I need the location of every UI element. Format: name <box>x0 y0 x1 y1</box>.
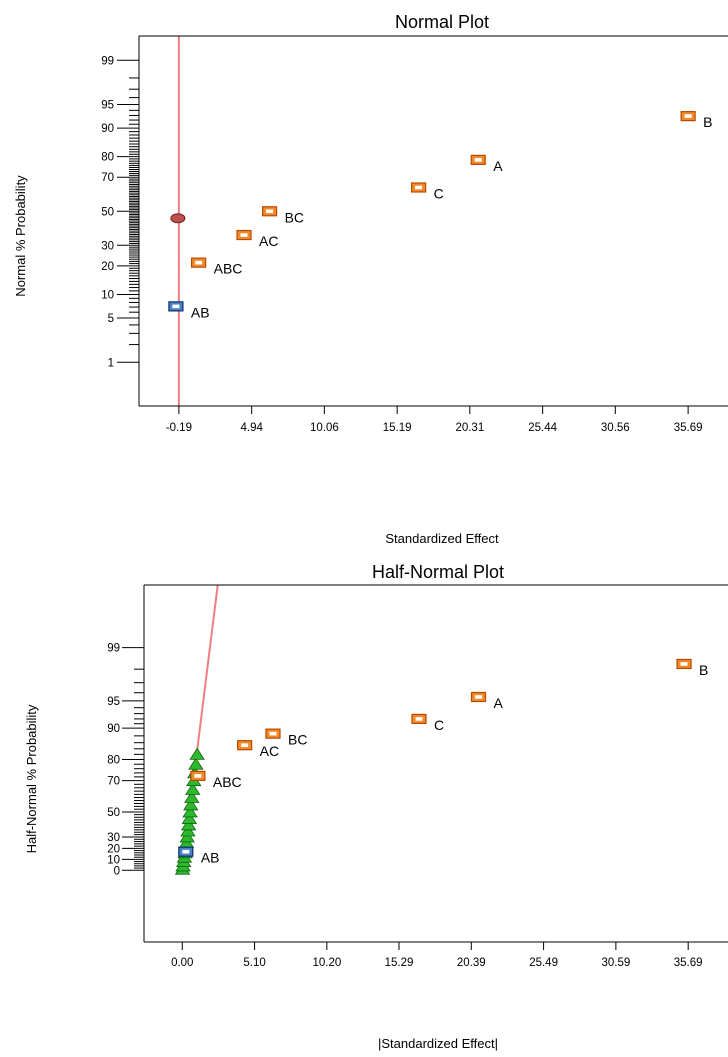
half-y-tick-label: 50 <box>107 807 120 819</box>
half-x-tick-label: 0.00 <box>171 957 193 969</box>
normal-x-tick-label: 10.06 <box>310 422 339 434</box>
half-point-a <box>470 691 487 703</box>
half-y-tick-label: 90 <box>107 723 120 735</box>
normal-point-label: C <box>434 185 444 201</box>
half-y-tick-label: 80 <box>107 754 120 766</box>
half-normal-plot-panel: Half-Normal Plot |Standardized Effect| H… <box>24 562 728 1051</box>
half-point-abc <box>190 770 206 781</box>
normal-plot-xlabel: Standardized Effect <box>385 531 499 546</box>
normal-point-bc <box>261 206 278 217</box>
half-point-c <box>411 713 427 725</box>
half-normal-plot-xlabel: |Standardized Effect| <box>378 1036 498 1051</box>
normal-point-c <box>410 182 427 193</box>
normal-y-tick-label: 5 <box>108 313 114 325</box>
normal-y-tick-label: 80 <box>101 152 114 164</box>
normal-plot-center-point <box>170 213 186 224</box>
normal-y-tick-label: 70 <box>101 172 114 184</box>
half-point-label: C <box>434 717 444 733</box>
half-y-tick-label: 95 <box>107 696 120 708</box>
half-point-label: AC <box>260 743 279 759</box>
normal-point-a <box>470 154 486 165</box>
normal-point-b <box>680 111 696 122</box>
half-y-tick-label: 10 <box>107 854 120 866</box>
normal-y-tick-label: 99 <box>101 55 114 67</box>
half-error-point <box>181 811 198 824</box>
half-x-tick-label: 35.69 <box>674 957 703 969</box>
normal-plot-title: Normal Plot <box>395 12 489 32</box>
half-error-point <box>179 830 195 843</box>
half-error-point <box>184 790 200 803</box>
half-error-point <box>180 824 196 837</box>
normal-point-label: ABC <box>214 261 243 277</box>
normal-x-tick-label: 30.56 <box>601 422 630 434</box>
normal-point-label: BC <box>285 209 304 225</box>
half-x-tick-label: 20.39 <box>457 957 486 969</box>
half-point-ac <box>237 740 253 751</box>
half-y-tick-label: 70 <box>107 776 120 788</box>
half-point-label: AB <box>201 850 220 866</box>
half-point-label: ABC <box>213 774 242 790</box>
normal-y-tick-label: 10 <box>101 289 114 301</box>
half-y-tick-label: 99 <box>107 643 120 655</box>
normal-x-tick-label: 20.31 <box>455 422 484 434</box>
normal-x-tick-label: 25.44 <box>528 422 557 434</box>
normal-point-label: AC <box>259 233 278 249</box>
normal-plot-ylabel: Normal % Probability <box>13 175 28 297</box>
half-point-label: B <box>699 662 708 678</box>
half-x-tick-label: 5.10 <box>243 957 265 969</box>
half-x-tick-label: 10.20 <box>312 957 341 969</box>
half-x-tick-label: 30.59 <box>601 957 630 969</box>
normal-y-tick-label: 1 <box>108 357 114 369</box>
normal-y-tick-label: 95 <box>101 99 114 111</box>
half-normal-plot-ylabel: Half-Normal % Probability <box>24 704 39 853</box>
normal-point-label: A <box>493 158 503 174</box>
half-y-tick-label: 0 <box>114 865 120 877</box>
half-error-point <box>188 757 204 770</box>
normal-point-ac <box>236 229 252 241</box>
half-point-bc <box>265 728 281 739</box>
normal-point-ab <box>168 301 184 312</box>
normal-x-tick-label: -0.19 <box>166 422 192 434</box>
normal-point-label: B <box>703 114 712 130</box>
half-error-point <box>180 818 197 831</box>
half-y-tick-label: 30 <box>107 832 120 844</box>
normal-x-tick-label: 35.69 <box>674 422 703 434</box>
half-normal-plot-title: Half-Normal Plot <box>372 562 504 582</box>
half-x-tick-label: 15.29 <box>385 957 414 969</box>
normal-point-label: AB <box>191 304 210 320</box>
half-point-b <box>676 658 692 670</box>
normal-y-tick-label: 30 <box>101 240 114 252</box>
half-error-point <box>182 805 198 818</box>
normal-x-tick-label: 4.94 <box>240 422 263 434</box>
half-error-point <box>183 798 199 811</box>
normal-y-tick-label: 20 <box>101 261 114 273</box>
normal-point-abc <box>191 257 207 268</box>
half-point-label: A <box>494 695 504 711</box>
half-x-tick-label: 25.49 <box>529 957 558 969</box>
half-point-label: BC <box>288 732 307 748</box>
normal-x-tick-label: 15.19 <box>383 422 412 434</box>
half-y-tick-label: 20 <box>107 843 120 855</box>
normal-plot-panel: Normal Plot Standardized Effect Normal %… <box>13 12 728 546</box>
normal-y-tick-label: 90 <box>101 123 114 135</box>
half-point-ab <box>178 846 194 857</box>
half-error-point <box>185 782 201 795</box>
half-error-point <box>189 747 205 760</box>
normal-y-tick-label: 50 <box>101 206 114 218</box>
